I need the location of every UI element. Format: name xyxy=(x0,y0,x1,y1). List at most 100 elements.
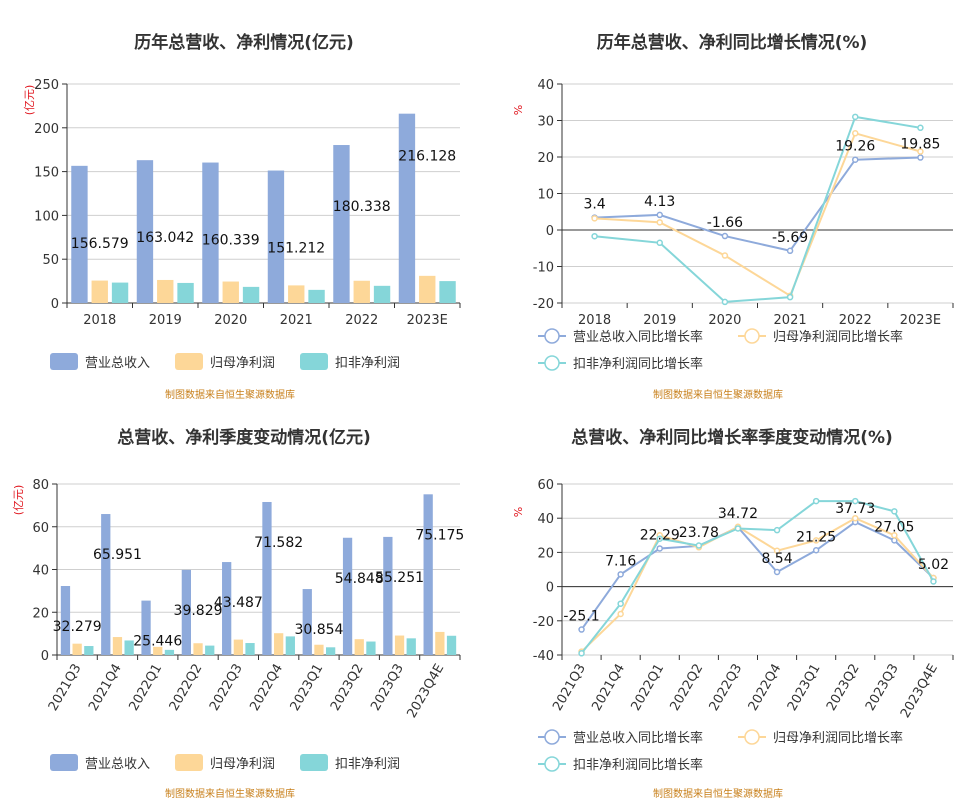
bar-revenue xyxy=(141,600,151,655)
y-tick-label: 20 xyxy=(32,606,49,621)
line-point xyxy=(578,650,585,657)
line-data-label: 19.26 xyxy=(835,139,875,155)
x-tick-label: 2022Q1 xyxy=(628,662,667,714)
bar-data-label: 71.582 xyxy=(254,535,303,551)
bar-deducted-profit xyxy=(373,285,391,303)
line-point xyxy=(812,547,820,554)
bar-revenue xyxy=(181,569,191,655)
bar-revenue xyxy=(342,537,353,655)
line-deducted-profit-growth xyxy=(580,500,935,654)
line-point xyxy=(656,219,663,226)
x-tick-label: 2020 xyxy=(708,313,741,328)
y-tick-label: 60 xyxy=(32,521,49,536)
y-tick-label: 40 xyxy=(537,78,554,93)
y-tick-label: 80 xyxy=(32,478,49,493)
legend-label: 扣非净利润 xyxy=(335,757,400,772)
line-point xyxy=(786,293,794,301)
legend-label: 营业总收入同比增长率 xyxy=(573,730,703,746)
x-tick-label: 2021Q3 xyxy=(550,662,589,714)
line-data-label: 37.73 xyxy=(835,501,875,517)
legend-swatch-marker xyxy=(544,328,560,344)
y-tick-label: 40 xyxy=(537,512,554,527)
line-data-label: 3.4 xyxy=(583,197,605,213)
line-point xyxy=(617,571,624,578)
x-tick-label: 2023Q3 xyxy=(368,662,407,714)
line-point xyxy=(721,232,729,240)
y-tick-label: 0 xyxy=(41,649,49,664)
source-note: 制图数据来自恒生聚源数据库 xyxy=(165,787,295,800)
line-point xyxy=(734,525,742,532)
x-tick-label: 2023Q3 xyxy=(863,662,902,714)
legend-swatch-marker xyxy=(544,355,560,371)
quarterly-growth-rate-chart-svg: 总营收、净利同比增长率季度变动情况(%)% -40 -20 0 20 40 60 2021Q3… xyxy=(512,427,954,800)
quarterly-revenue-profit-chart-svg: 总营收、净利季度变动情况(亿元) (亿元) 0 20 40 60 80 2021Q3 2021Q… xyxy=(12,427,464,800)
bar-net-profit xyxy=(288,285,305,303)
y-tick-label: -20 xyxy=(533,615,554,630)
bar-deducted-profit xyxy=(124,640,134,655)
x-tick-label: 2021 xyxy=(774,313,807,328)
line-revenue-growth xyxy=(594,156,921,252)
annual-growth-rate-chart-svg: 历年总营收、净利同比增长情况(%)% -20 -10 0 10 20 30 40 2018 201… xyxy=(512,32,954,401)
chart-title: 总营收、净利季度变动情况(亿元) xyxy=(117,427,371,448)
bar-revenue xyxy=(302,589,312,655)
bar-revenue xyxy=(333,145,350,303)
x-tick-label: 2021 xyxy=(280,313,313,328)
legend-label: 扣非净利润同比增长率 xyxy=(573,757,703,773)
bar-deducted-profit xyxy=(164,649,175,655)
x-tick-label: 2022Q4 xyxy=(746,662,785,714)
line-data-label: 19.85 xyxy=(900,137,940,153)
bar-net-profit xyxy=(419,275,436,303)
line-data-label: 8.54 xyxy=(761,551,792,567)
x-tick-label: 2022 xyxy=(345,313,378,328)
y-tick-label: 150 xyxy=(34,166,59,181)
quarterly-growth-rate-chart: 总营收、净利同比增长率季度变动情况(%)% -40 -20 0 20 40 60 2021Q3… xyxy=(488,405,976,810)
bar-data-label: 151.212 xyxy=(267,241,325,257)
line-point xyxy=(656,211,663,219)
bar-data-label: 32.279 xyxy=(53,619,102,635)
bar-revenue xyxy=(202,162,219,303)
bar-deducted-profit xyxy=(205,645,215,655)
line-net-profit-growth xyxy=(594,132,921,298)
legend-label: 扣非净利润同比增长率 xyxy=(573,356,703,372)
y-tick-label: 40 xyxy=(32,564,49,579)
y-tick-label: 10 xyxy=(537,188,554,203)
bar-revenue xyxy=(60,586,71,655)
bar-data-label: 180.338 xyxy=(333,199,391,215)
bar-deducted-profit xyxy=(308,289,325,303)
bar-net-profit xyxy=(354,639,364,655)
x-tick-label: 2023Q4E xyxy=(898,662,941,721)
line-point xyxy=(891,532,898,539)
line-point xyxy=(721,252,729,259)
bar-deducted-profit xyxy=(177,282,194,303)
legend-label: 归母净利润同比增长率 xyxy=(773,730,903,746)
line-point xyxy=(656,545,663,552)
x-tick-label: 2022Q2 xyxy=(167,662,206,714)
line-data-label: 34.72 xyxy=(718,506,758,522)
bar-deducted-profit xyxy=(111,282,129,303)
line-point xyxy=(656,239,663,247)
bar-data-label: 65.951 xyxy=(93,547,142,563)
x-tick-label: 2018 xyxy=(578,313,611,328)
bar-net-profit xyxy=(353,280,370,303)
y-axis-unit: (亿元) xyxy=(23,85,36,116)
legend-label: 归母净利润 xyxy=(210,356,275,371)
legend-label: 归母净利润同比增长率 xyxy=(773,329,903,345)
line-data-label: 23.78 xyxy=(679,525,719,541)
bar-deducted-profit xyxy=(84,646,94,655)
source-note: 制图数据来自恒生聚源数据库 xyxy=(653,787,783,800)
line-data-label: 5.02 xyxy=(918,557,949,573)
y-axis-unit: % xyxy=(512,507,525,517)
y-axis-unit: % xyxy=(512,105,525,115)
bar-revenue xyxy=(101,514,111,655)
legend-label: 营业总收入 xyxy=(85,757,150,772)
bar-net-profit xyxy=(314,644,324,655)
legend-swatch xyxy=(50,754,78,771)
bar-net-profit xyxy=(274,633,284,655)
legend-swatch-marker xyxy=(744,729,760,745)
bar-revenue xyxy=(71,165,88,303)
x-tick-label: 2021Q4 xyxy=(589,662,628,714)
line-point xyxy=(773,568,781,576)
annual-growth-rate-chart: 历年总营收、净利同比增长情况(%)% -20 -10 0 10 20 30 40 2018 201… xyxy=(488,0,976,405)
line-point xyxy=(656,535,663,542)
x-tick-label: 2022 xyxy=(839,313,872,328)
